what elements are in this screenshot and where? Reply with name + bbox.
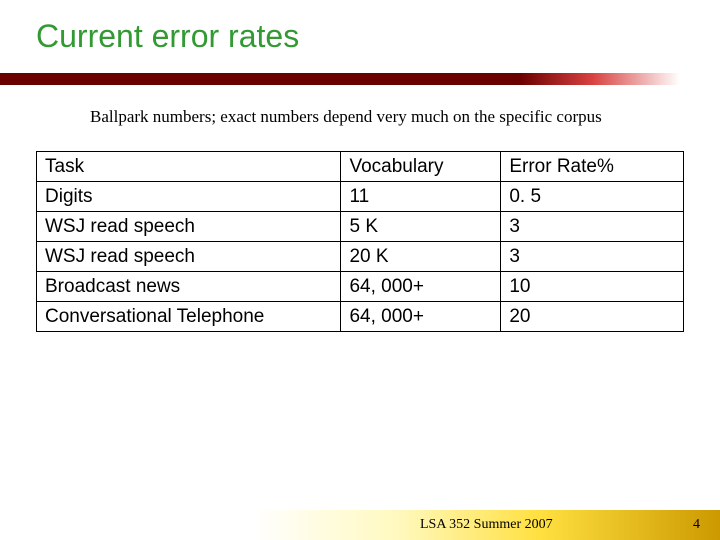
table-cell: 0. 5 bbox=[501, 182, 684, 212]
error-rate-table: Task Vocabulary Error Rate% Digits 11 0.… bbox=[36, 151, 684, 332]
slide: Current error rates Ballpark numbers; ex… bbox=[0, 0, 720, 540]
table-row: WSJ read speech 5 K 3 bbox=[37, 212, 684, 242]
table-row: Conversational Telephone 64, 000+ 20 bbox=[37, 302, 684, 332]
title-divider bbox=[0, 73, 720, 85]
table-cell: Conversational Telephone bbox=[37, 302, 341, 332]
table-header-cell: Error Rate% bbox=[501, 152, 684, 182]
table-header-cell: Vocabulary bbox=[341, 152, 501, 182]
table-row: WSJ read speech 20 K 3 bbox=[37, 242, 684, 272]
table-cell: 20 K bbox=[341, 242, 501, 272]
page-title: Current error rates bbox=[0, 0, 720, 55]
table-cell: 3 bbox=[501, 242, 684, 272]
footer-bar bbox=[0, 510, 720, 540]
divider-solid bbox=[0, 73, 520, 85]
subtitle-text: Ballpark numbers; exact numbers depend v… bbox=[90, 107, 720, 127]
table-cell: 5 K bbox=[341, 212, 501, 242]
table-header-cell: Task bbox=[37, 152, 341, 182]
table-cell: 11 bbox=[341, 182, 501, 212]
divider-gradient bbox=[520, 73, 680, 85]
table-cell: 10 bbox=[501, 272, 684, 302]
table-cell: WSJ read speech bbox=[37, 242, 341, 272]
table-cell: WSJ read speech bbox=[37, 212, 341, 242]
table-row: Broadcast news 64, 000+ 10 bbox=[37, 272, 684, 302]
page-number: 4 bbox=[693, 517, 700, 533]
error-rate-table-container: Task Vocabulary Error Rate% Digits 11 0.… bbox=[36, 151, 684, 332]
table-cell: 64, 000+ bbox=[341, 302, 501, 332]
table-cell: Digits bbox=[37, 182, 341, 212]
footer-text: LSA 352 Summer 2007 bbox=[420, 517, 553, 533]
table-cell: Broadcast news bbox=[37, 272, 341, 302]
table-row: Task Vocabulary Error Rate% bbox=[37, 152, 684, 182]
table-cell: 3 bbox=[501, 212, 684, 242]
table-cell: 20 bbox=[501, 302, 684, 332]
table-row: Digits 11 0. 5 bbox=[37, 182, 684, 212]
table-cell: 64, 000+ bbox=[341, 272, 501, 302]
